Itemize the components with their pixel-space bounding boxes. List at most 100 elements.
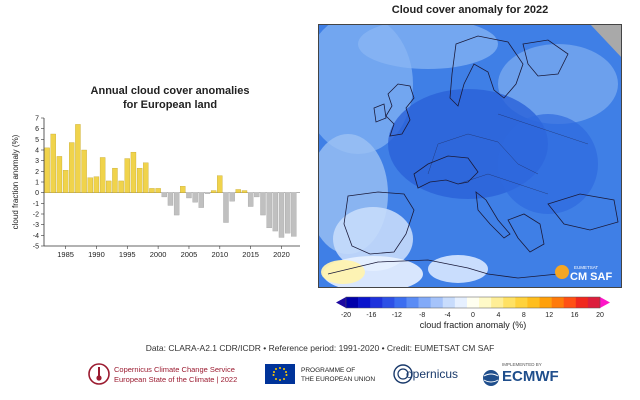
bar bbox=[112, 167, 118, 193]
bar bbox=[247, 192, 254, 207]
bar bbox=[149, 188, 155, 193]
colorbar-tick-label: 16 bbox=[571, 312, 579, 319]
colorbar-cell bbox=[442, 297, 456, 308]
colorbar-cell bbox=[527, 297, 540, 308]
bar bbox=[173, 192, 180, 216]
colorbar-cell bbox=[418, 297, 431, 308]
bar bbox=[291, 192, 297, 237]
bar bbox=[192, 192, 198, 203]
colorbar-under-arrow bbox=[336, 297, 346, 308]
colorbar-tick-label: -16 bbox=[366, 312, 376, 319]
eu-flag-icon bbox=[265, 364, 295, 384]
y-tick-label: 5 bbox=[35, 137, 39, 144]
c3s-line1: Copernicus Climate Change Service bbox=[114, 365, 235, 374]
bar-chart-title-line: for European land bbox=[122, 99, 218, 111]
bar bbox=[260, 192, 266, 216]
y-tick-label: -1 bbox=[33, 201, 39, 208]
eu-logo: PROGRAMME OF THE EUROPEAN UNION bbox=[265, 364, 385, 386]
bar bbox=[235, 189, 241, 193]
bar bbox=[56, 156, 63, 193]
bar bbox=[180, 186, 186, 193]
bar bbox=[99, 157, 106, 193]
bar bbox=[210, 190, 217, 193]
bar bbox=[241, 190, 248, 193]
map-light-region bbox=[358, 24, 498, 69]
ecmwf-logo: IMPLEMENTED BY ECMWF bbox=[482, 362, 562, 390]
colorbar-cell bbox=[370, 297, 383, 308]
colorbar-cell bbox=[551, 297, 565, 308]
bar bbox=[69, 142, 75, 193]
y-tick-label: 6 bbox=[35, 126, 39, 133]
c3s-logo: Copernicus Climate Change Service Europe… bbox=[88, 362, 248, 388]
x-tick-label: 1985 bbox=[57, 250, 74, 259]
y-tick-label: -3 bbox=[33, 222, 39, 229]
colorbar-cell bbox=[454, 297, 468, 308]
c3s-line2: European State of the Climate | 2022 bbox=[114, 375, 238, 384]
bar bbox=[155, 188, 161, 193]
bar bbox=[118, 180, 124, 193]
map-dark-region bbox=[498, 114, 598, 214]
x-tick-label: 2000 bbox=[150, 250, 167, 259]
colorbar-tick-label: -20 bbox=[341, 312, 351, 319]
copernicus-text: opernicus bbox=[406, 367, 459, 381]
x-tick-label: 2020 bbox=[273, 250, 290, 259]
bar bbox=[50, 133, 56, 193]
y-tick-label: -2 bbox=[33, 212, 39, 219]
bar bbox=[272, 192, 279, 232]
coastlines bbox=[327, 35, 619, 279]
bar bbox=[229, 192, 235, 202]
colorbar-cell bbox=[394, 297, 407, 308]
bar bbox=[161, 192, 167, 198]
colorbar-tick-label: -12 bbox=[392, 312, 402, 319]
colorbar-cell bbox=[430, 297, 444, 308]
colorbar-cell bbox=[479, 297, 492, 308]
colorbar-tick-label: -8 bbox=[419, 312, 425, 319]
x-tick-label: 1990 bbox=[88, 250, 105, 259]
cmsaf-logo-top: EUMETSAT bbox=[574, 265, 598, 270]
colorbar-frame bbox=[345, 296, 601, 309]
x-tick-label: 2015 bbox=[242, 250, 259, 259]
map-title: Cloud cover anomaly for 2022 bbox=[391, 4, 549, 16]
x-tick-label: 2010 bbox=[211, 250, 228, 259]
copernicus-logo: opernicus bbox=[392, 362, 462, 388]
bar bbox=[124, 158, 130, 193]
colorbar-tick-label: -4 bbox=[444, 312, 450, 319]
y-tick-label: 4 bbox=[35, 148, 39, 155]
bar bbox=[87, 177, 93, 193]
bar bbox=[75, 124, 81, 193]
y-tick-label: 1 bbox=[35, 180, 39, 187]
bar bbox=[266, 192, 272, 229]
bar-chart: -5 -4 -3 -2 -1 0 1 2 3 4 5 6 7 1985 1990 1995 2000 2005 20… bbox=[11, 116, 300, 259]
country-borders bbox=[427, 113, 589, 195]
colorbar-over-arrow bbox=[600, 297, 610, 308]
y-tick-label: 0 bbox=[35, 190, 39, 197]
bar bbox=[254, 192, 260, 198]
map-iberia-region bbox=[333, 207, 413, 271]
bar-chart-title-line: Annual cloud cover anomalies bbox=[90, 85, 250, 97]
x-tick-label: 2005 bbox=[181, 250, 198, 259]
colorbar-tick-label: 20 bbox=[596, 312, 604, 319]
colorbar-tick-label: 12 bbox=[545, 312, 553, 319]
c3s-thermometer-icon bbox=[88, 363, 110, 385]
colorbar-cell bbox=[358, 297, 371, 308]
map-light-region bbox=[428, 255, 488, 283]
colorbar-cell bbox=[491, 297, 504, 308]
bar bbox=[130, 151, 137, 193]
bar bbox=[284, 192, 291, 234]
y-axis-label: cloud fraction anomaly (%) bbox=[11, 134, 20, 229]
colorbar-cell bbox=[587, 297, 601, 308]
colorbar-cell bbox=[575, 297, 589, 308]
bar bbox=[106, 180, 112, 193]
ecmwf-text: ECMWF bbox=[502, 368, 559, 385]
bar bbox=[217, 175, 223, 193]
eu-line1: PROGRAMME OF bbox=[301, 367, 356, 374]
colorbar-cell bbox=[503, 297, 516, 308]
colorbar-cell bbox=[539, 297, 552, 308]
map-positive-anomaly bbox=[321, 260, 365, 284]
colorbar-tick-label: 8 bbox=[522, 312, 526, 319]
bar bbox=[93, 176, 100, 193]
cloud-anomaly-map: EUMETSAT CM SAF bbox=[318, 24, 622, 288]
cmsaf-logo-icon bbox=[555, 265, 569, 279]
colorbar: -20 -16 -12 -8 -4 0 4 8 12 16 20 bbox=[336, 296, 610, 319]
x-tick-label: 1995 bbox=[119, 250, 136, 259]
